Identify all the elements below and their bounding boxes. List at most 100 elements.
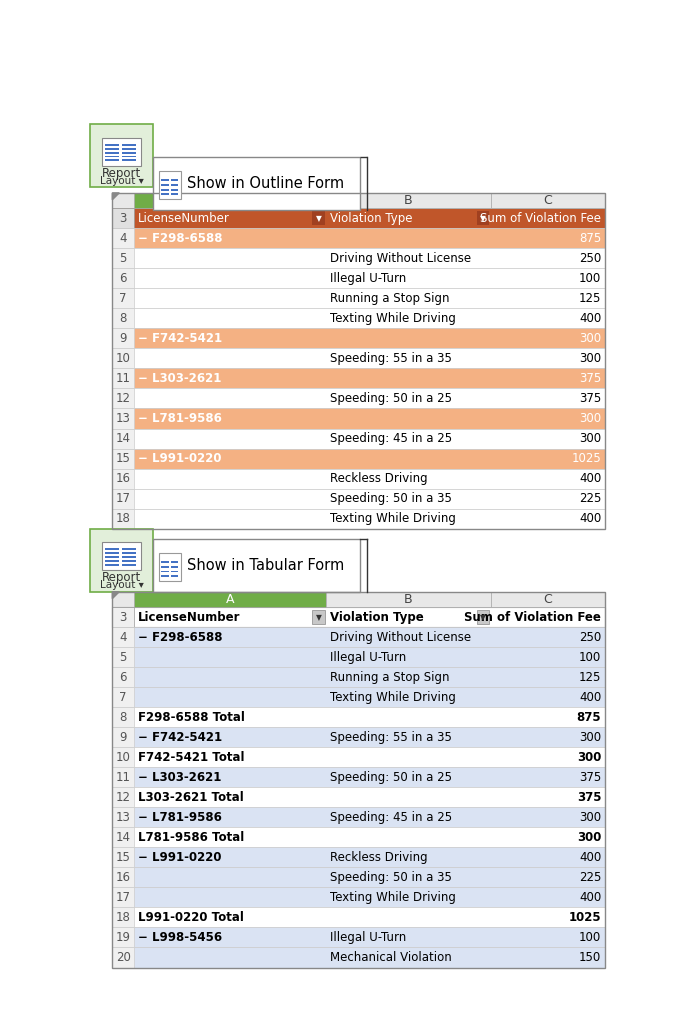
Text: 13: 13 — [116, 412, 131, 425]
Text: Speeding: 50 in a 25: Speeding: 50 in a 25 — [330, 392, 452, 405]
Bar — [172, 576, 178, 577]
Bar — [161, 561, 169, 563]
Text: 1025: 1025 — [572, 452, 601, 465]
Bar — [112, 807, 134, 828]
Bar — [112, 807, 606, 828]
Text: 125: 125 — [579, 292, 601, 305]
Text: ▼: ▼ — [316, 612, 321, 621]
Text: 16: 16 — [116, 871, 131, 884]
Bar — [172, 561, 178, 563]
Text: 100: 100 — [579, 651, 601, 664]
Text: 4: 4 — [120, 232, 127, 245]
Bar — [112, 667, 134, 687]
Bar — [112, 368, 606, 388]
Text: Violation Type: Violation Type — [330, 212, 412, 225]
Text: Sum of Violation Fee: Sum of Violation Fee — [480, 212, 601, 225]
Bar — [477, 610, 489, 624]
Bar — [172, 193, 178, 195]
Bar — [161, 571, 169, 573]
Text: 17: 17 — [116, 891, 131, 904]
Text: 18: 18 — [116, 513, 131, 525]
Bar — [122, 152, 136, 154]
Bar — [112, 428, 134, 448]
Text: B: B — [404, 593, 413, 606]
Text: 12: 12 — [116, 392, 131, 405]
Bar — [122, 556, 136, 558]
Text: 400: 400 — [579, 891, 601, 904]
Text: F298-6588 Total: F298-6588 Total — [138, 711, 245, 724]
Bar — [112, 592, 606, 607]
Bar — [172, 565, 178, 567]
Text: 400: 400 — [579, 472, 601, 485]
Text: 3: 3 — [120, 212, 127, 225]
Text: 17: 17 — [116, 492, 131, 505]
Bar — [112, 828, 606, 847]
Text: Driving Without License: Driving Without License — [330, 252, 471, 264]
Text: Illegal U-Turn: Illegal U-Turn — [330, 272, 406, 285]
Bar — [105, 559, 119, 561]
Text: 19: 19 — [116, 931, 131, 944]
Text: 12: 12 — [116, 791, 131, 803]
Bar — [112, 388, 606, 409]
Bar — [112, 228, 134, 248]
Bar — [112, 208, 134, 228]
Text: 300: 300 — [579, 432, 601, 445]
Text: LicenseNumber: LicenseNumber — [138, 610, 240, 623]
Text: 375: 375 — [579, 771, 601, 784]
Text: Report: Report — [102, 167, 141, 180]
Bar — [112, 928, 134, 948]
Bar — [122, 563, 136, 565]
Text: ▼: ▼ — [480, 612, 486, 621]
Bar — [172, 184, 178, 186]
Bar — [134, 193, 326, 208]
Bar — [105, 548, 119, 550]
Bar — [112, 627, 606, 647]
Text: − F742-5421: − F742-5421 — [138, 731, 222, 743]
Text: Show in Outline Form: Show in Outline Form — [187, 176, 344, 191]
Bar — [112, 488, 606, 508]
Text: C: C — [543, 593, 552, 606]
Text: 225: 225 — [579, 492, 601, 505]
Bar — [122, 559, 136, 561]
Text: Speeding: 45 in a 25: Speeding: 45 in a 25 — [330, 811, 452, 824]
Bar — [105, 556, 119, 558]
Bar — [112, 592, 606, 967]
Text: 300: 300 — [579, 412, 601, 425]
Bar — [112, 368, 134, 388]
Bar — [112, 508, 606, 529]
Text: Running a Stop Sign: Running a Stop Sign — [330, 292, 449, 305]
Bar — [112, 847, 134, 868]
Text: 15: 15 — [116, 851, 131, 863]
Bar — [112, 469, 606, 488]
Bar — [153, 539, 360, 592]
Bar — [122, 552, 136, 554]
Bar — [105, 156, 119, 158]
Bar — [112, 647, 606, 667]
Bar — [112, 847, 606, 868]
Bar — [112, 508, 134, 529]
Text: 8: 8 — [120, 711, 127, 724]
Bar — [153, 158, 360, 210]
Bar — [122, 156, 136, 158]
Text: Illegal U-Turn: Illegal U-Turn — [330, 651, 406, 664]
Text: Show in Tabular Form: Show in Tabular Form — [187, 558, 344, 573]
Text: Reckless Driving: Reckless Driving — [330, 851, 428, 863]
Text: 400: 400 — [579, 513, 601, 525]
Text: Speeding: 45 in a 25: Speeding: 45 in a 25 — [330, 432, 452, 445]
Bar — [112, 388, 134, 409]
Text: − L991-0220: − L991-0220 — [138, 851, 221, 863]
Text: ▼: ▼ — [316, 214, 321, 223]
Bar — [312, 610, 325, 624]
Text: ▼: ▼ — [480, 214, 486, 223]
Bar — [112, 667, 606, 687]
Text: 375: 375 — [579, 372, 601, 385]
Bar — [102, 138, 141, 166]
Bar — [326, 193, 491, 208]
Text: Speeding: 50 in a 25: Speeding: 50 in a 25 — [330, 771, 452, 784]
Text: 9: 9 — [120, 731, 127, 743]
Text: 375: 375 — [579, 392, 601, 405]
Text: Layout ▾: Layout ▾ — [99, 176, 144, 185]
Text: 14: 14 — [116, 432, 131, 445]
Text: 400: 400 — [579, 851, 601, 863]
Text: B: B — [404, 194, 413, 207]
